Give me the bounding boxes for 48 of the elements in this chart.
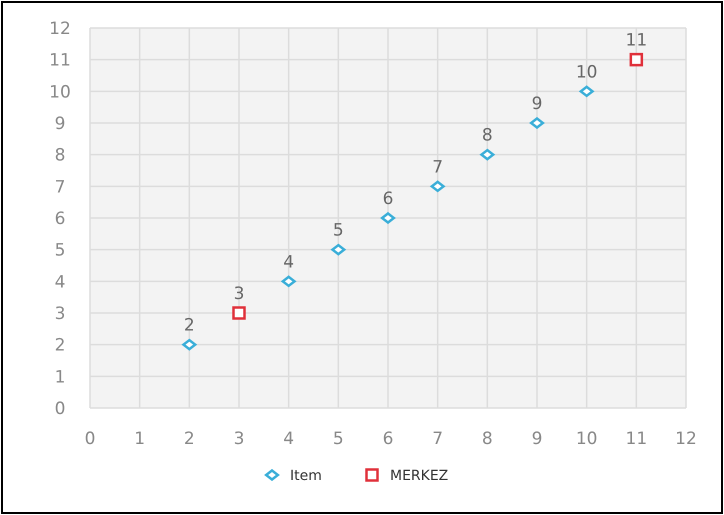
x-tick-label: 5	[332, 429, 344, 449]
x-tick-label: 12	[675, 429, 697, 449]
x-tick-label: 4	[283, 429, 294, 449]
data-label: 7	[432, 157, 444, 178]
point	[430, 180, 445, 192]
x-tick-label: 9	[532, 429, 542, 449]
y-tick-label: 3	[54, 304, 66, 324]
point	[630, 52, 644, 66]
y-tick-label: 5	[54, 240, 66, 261]
data-label: 4	[283, 252, 294, 272]
y-tick-label: 0	[54, 399, 66, 419]
data-label: 9	[532, 94, 542, 114]
y-tick-label: 4	[54, 272, 66, 292]
legend-label: Item	[290, 468, 322, 484]
point	[530, 117, 544, 129]
data-label: 5	[332, 220, 344, 241]
point	[282, 276, 296, 288]
point	[380, 212, 396, 224]
x-tick-label: 2	[184, 429, 195, 449]
y-tick-label: 10	[49, 82, 71, 102]
y-tick-label: 12	[49, 19, 71, 39]
data-label: 2	[184, 316, 195, 336]
x-tick-label: 6	[382, 429, 394, 449]
x-tick-label: 7	[432, 429, 444, 449]
data-label: 6	[382, 189, 394, 209]
data-label: 3	[234, 284, 244, 304]
x-tick-label: 10	[576, 429, 598, 449]
y-tick-label: 11	[49, 50, 71, 71]
y-tick-label: 1	[54, 367, 66, 388]
data-label: 8	[482, 126, 493, 146]
point	[480, 148, 494, 160]
y-tick-label: 2	[54, 336, 66, 356]
x-tick-label: 3	[234, 429, 244, 449]
point	[232, 306, 246, 320]
data-label: 10	[576, 62, 598, 82]
x-tick-label: 11	[626, 429, 648, 449]
y-tick-label: 7	[54, 177, 66, 198]
x-tick-label: 0	[84, 429, 96, 449]
legend-label: MERKEZ	[390, 468, 448, 484]
y-tick-label: 6	[54, 209, 66, 229]
data-label: 11	[626, 30, 648, 51]
x-tick-label: 1	[134, 429, 146, 449]
point	[580, 86, 594, 98]
point	[182, 338, 196, 350]
point	[331, 244, 346, 256]
x-tick-label: 8	[482, 429, 493, 449]
y-tick-label: 9	[54, 114, 66, 134]
y-tick-label: 8	[54, 146, 66, 166]
